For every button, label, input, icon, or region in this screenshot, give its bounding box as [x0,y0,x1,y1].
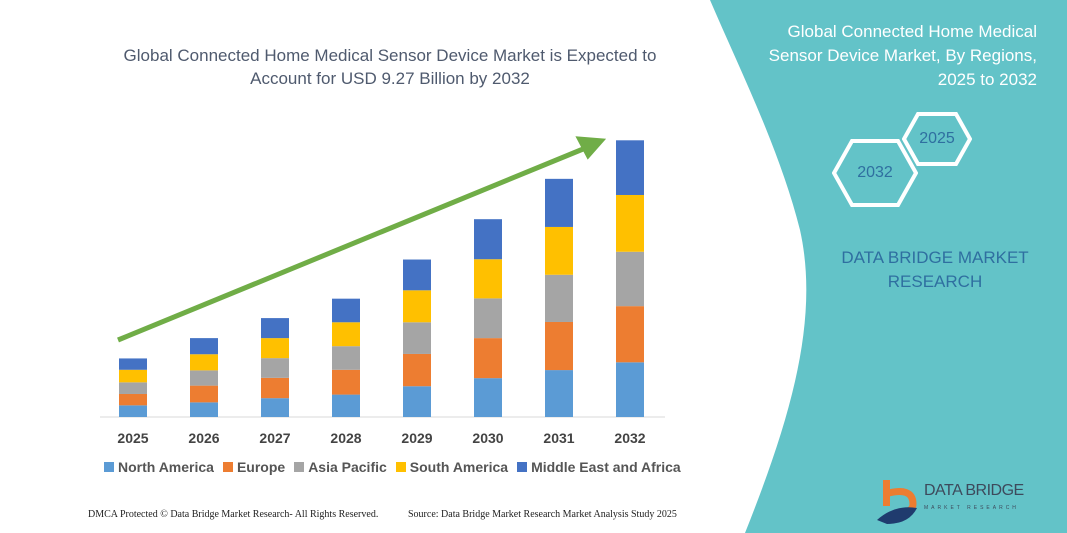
bar-2031-europe [545,321,573,371]
bar-2026-asia-pacific [190,370,218,386]
chart-title: Global Connected Home Medical Sensor Dev… [123,46,657,88]
bar-2032-asia-pacific [616,251,644,307]
hexagon-2032-label: 2032 [857,164,893,181]
copyright-text: DMCA Protected © Data Bridge Market Rese… [88,509,379,520]
company-name: DATA BRIDGE MARKET RESEARCH [841,248,1029,291]
bar-2028-asia-pacific [332,346,360,370]
bar-2029-south-america [403,290,431,323]
right-panel-background [710,0,1067,533]
bar-2031-south-america [545,226,573,275]
bar-2030-middle-east-and-africa [474,219,502,260]
bar-2025-europe [119,393,147,406]
bar-2030-north-america [474,378,502,417]
bar-2032-south-america [616,194,644,252]
bar-2026-south-america [190,354,218,371]
legend-swatch [222,462,233,472]
bar-2029-asia-pacific [403,322,431,354]
bar-2031-asia-pacific [545,274,573,322]
bar-2026-europe [190,385,218,403]
bar-2030-europe [474,338,502,379]
trend-arrow-head [575,136,607,160]
bar-2025-asia-pacific [119,382,147,394]
hexagon-2025-label: 2025 [919,130,955,147]
bar-2026-north-america [190,402,218,417]
x-tick-label: 2032 [614,430,645,446]
bar-2029-north-america [403,386,431,417]
bar-2025-south-america [119,369,147,383]
bar-2032-europe [616,306,644,363]
bar-2026-middle-east-and-africa [190,338,218,355]
trend-arrow-line [117,144,589,343]
legend-swatch [517,462,528,472]
bar-2025-north-america [119,405,147,417]
chart-legend: North America Europe Asia Pacific South Ame… [104,459,681,475]
legend-label: Middle East and Africa [531,459,681,475]
legend-label: South America [409,459,509,475]
bar-2032-north-america [616,362,644,417]
x-tick-label: 2026 [188,430,219,446]
bar-2029-europe [403,353,431,387]
x-tick-label: 2027 [259,430,290,446]
source-text: Source: Data Bridge Market Research Mark… [408,509,677,520]
legend-item: Europe [222,459,286,475]
bar-2028-south-america [332,322,360,347]
hexagon-2025: 2025 [901,111,973,167]
legend-item: South America [395,459,509,475]
bar-2030-south-america [474,259,502,299]
legend-label: Europe [236,459,286,475]
bar-2031-middle-east-and-africa [545,178,573,227]
right-panel-title: Global Connected Home Medical Sensor Dev… [768,22,1037,89]
legend-item: Middle East and Africa [517,459,681,475]
bar-2027-asia-pacific [261,358,289,378]
data-bridge-logo-icon [877,480,917,524]
legend-item: Asia Pacific [294,459,387,475]
legend-swatch [104,462,114,472]
bar-2028-europe [332,369,360,395]
x-tick-label: 2028 [330,430,361,446]
legend-swatch [395,462,406,472]
legend-label: Asia Pacific [308,459,387,475]
legend-label: North America [118,459,214,475]
bar-2028-middle-east-and-africa [332,298,360,323]
bar-2032-middle-east-and-africa [616,140,644,195]
x-tick-label: 2030 [472,430,503,446]
legend-item: North America [104,459,214,475]
bar-2027-europe [261,377,289,399]
bar-2028-north-america [332,394,360,417]
bar-2027-middle-east-and-africa [261,318,289,339]
bar-2031-north-america [545,370,573,417]
hexagon-2032: 2032 [831,138,919,208]
legend-swatch [294,462,305,472]
bar-2029-middle-east-and-africa [403,259,431,291]
bar-2027-north-america [261,398,289,417]
x-tick-label: 2025 [117,430,148,446]
logo-text: DATA BRIDGE [924,482,1024,499]
logo-subtext: MARKET RESEARCH [924,505,1019,511]
bar-2027-south-america [261,338,289,359]
bar-2030-asia-pacific [474,298,502,339]
x-tick-label: 2029 [401,430,432,446]
bar-2025-middle-east-and-africa [119,358,147,370]
x-tick-label: 2031 [543,430,574,446]
stacked-bar-chart: 2025 2026 2027 2028 2029 2030 2031 2032 [100,136,665,446]
